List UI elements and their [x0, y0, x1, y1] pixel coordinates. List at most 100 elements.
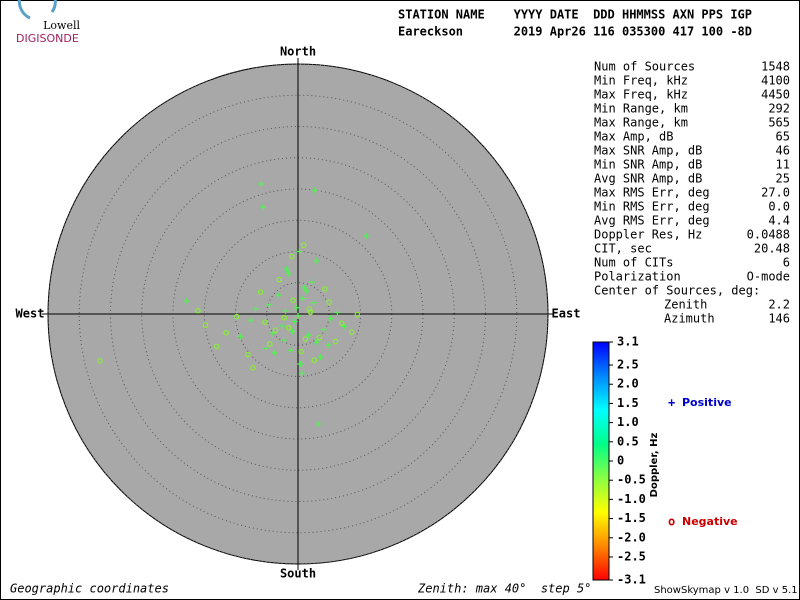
point-negative: [257, 289, 264, 295]
point-negative: [250, 364, 256, 371]
point-positive: [237, 333, 244, 340]
stat-name: Max RMS Err, deg: [594, 186, 710, 200]
point-negative: [298, 348, 304, 355]
stat-value: 1548: [761, 60, 790, 74]
colorbar-tick-label: -0.5: [617, 473, 646, 487]
point-negative: [307, 309, 314, 315]
colorbar-tick-label: -2.5: [617, 549, 646, 563]
point-positive: [282, 307, 289, 314]
point-negative: [300, 242, 307, 249]
colorbar-tick-label: -3.1: [617, 573, 646, 587]
point-positive: [260, 204, 266, 211]
point-positive: [262, 345, 269, 352]
point-positive: [300, 295, 306, 302]
legend-marker: o: [668, 515, 675, 529]
west-label: West: [16, 307, 45, 321]
point-positive: [327, 315, 334, 322]
colorbar-tick-label: -2.0: [617, 530, 646, 544]
header-columns: STATION NAME YYYY DATE DDD HHMMSS AXN PP…: [398, 8, 752, 22]
point-positive: [301, 284, 308, 291]
legend-label: Negative: [682, 515, 738, 528]
point-positive: [285, 270, 292, 277]
point-negative: [302, 336, 309, 342]
stat-value: 292: [768, 102, 790, 116]
point-positive: [258, 181, 265, 187]
point-negative: [245, 351, 251, 358]
footer-right: ShowSkymap v 1.0 SD v 5.1: [654, 585, 798, 596]
point-positive: [305, 332, 312, 339]
stat-value: 25: [776, 172, 790, 186]
point-positive: [310, 299, 317, 306]
header-values: Eareckson 2019 Apr26 116 035300 417 100 …: [398, 25, 752, 39]
logo-top: Lowell: [43, 19, 80, 32]
point-positive: [308, 279, 315, 286]
stat-value: 27.0: [761, 186, 790, 200]
point-positive: [183, 297, 190, 304]
stat-name: Min Range, km: [594, 102, 688, 116]
point-positive: [303, 287, 310, 294]
stat-name: Avg RMS Err, deg: [594, 214, 710, 228]
point-negative: [233, 313, 240, 320]
point-negative: [213, 343, 220, 350]
colorbar-tick-label: 0: [617, 454, 624, 468]
point-negative: [326, 299, 333, 305]
stat-name: Min SNR Amp, dB: [594, 158, 702, 172]
point-negative: [195, 308, 201, 314]
stat-name: Doppler Res, Hz: [594, 228, 702, 242]
stat-name: Num of Sources: [594, 60, 695, 74]
point-positive: [317, 354, 324, 361]
point-positive: [275, 292, 281, 299]
point-negative: [202, 322, 209, 329]
point-negative: [267, 341, 273, 347]
point-negative: [290, 297, 296, 304]
point-positive: [313, 257, 320, 264]
stat-value: O-mode: [747, 270, 790, 284]
colorbar-tick-label: 0.5: [617, 434, 639, 448]
stat-value: 20.48: [754, 242, 790, 256]
point-positive: [252, 306, 259, 312]
point-negative: [97, 358, 103, 364]
colorbar-tick-label: -1.5: [617, 511, 646, 525]
point-positive: [291, 318, 298, 325]
colorbar-label: Doppler, Hz: [649, 433, 660, 498]
stat-value: 6: [783, 256, 790, 270]
colorbar-tick-label: 1.0: [617, 415, 639, 429]
point-negative: [281, 314, 288, 321]
colorbar-tick-label: 2.5: [617, 358, 639, 372]
point-positive: [283, 266, 290, 272]
point-negative: [276, 276, 283, 283]
stat-name: Polarization: [594, 270, 681, 284]
point-positive: [325, 342, 331, 349]
north-label: North: [280, 45, 316, 59]
point-positive: [296, 248, 303, 255]
point-positive: [288, 347, 295, 354]
point-positive: [266, 301, 273, 308]
stat-value: 565: [768, 116, 790, 130]
center-value: 146: [768, 312, 790, 326]
point-positive: [280, 337, 287, 344]
stat-name: Max Freq, kHz: [594, 88, 688, 102]
center-value: 2.2: [768, 298, 790, 312]
colorbar-tick-label: 2.0: [617, 377, 639, 391]
colorbar-tick-label: -1.0: [617, 492, 646, 506]
east-label: East: [552, 307, 581, 321]
point-negative: [354, 311, 361, 318]
point-positive: [289, 328, 296, 335]
point-negative: [316, 334, 323, 341]
stat-value: 65: [776, 130, 790, 144]
stat-value: 4100: [761, 74, 790, 88]
point-positive: [295, 312, 301, 319]
footer-middle: Zenith: max 40° step 5°: [417, 582, 591, 596]
center-title: Center of Sources, deg:: [594, 284, 760, 298]
logo-bottom: DIGISONDE: [16, 32, 79, 45]
footer-left: Geographic coordinates: [10, 582, 169, 596]
point-negative: [272, 327, 279, 334]
stat-name: Avg SNR Amp, dB: [594, 172, 702, 186]
point-positive: [313, 339, 320, 346]
south-label: South: [280, 567, 316, 581]
stat-name: Min Freq, kHz: [594, 74, 688, 88]
stat-value: 46: [776, 144, 790, 158]
point-positive: [297, 361, 304, 367]
center-name: Zenith: [664, 298, 707, 312]
